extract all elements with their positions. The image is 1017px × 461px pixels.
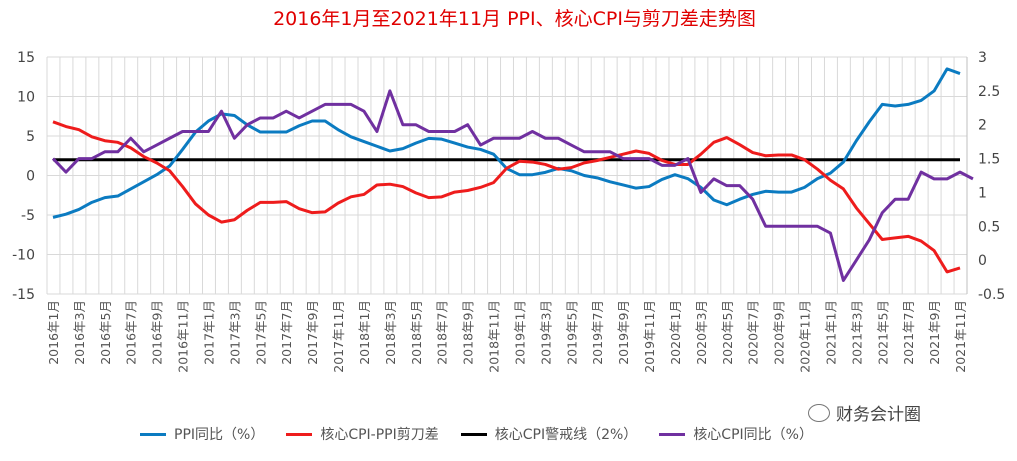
legend-swatch — [659, 432, 686, 436]
y-right-tick-label: 1 — [978, 185, 987, 201]
legend-item: 核心CPI-PPI剪刀差 — [286, 424, 439, 444]
series-line-1 — [52, 120, 961, 274]
y-left-tick-label: 0 — [26, 169, 35, 185]
y-left-tick-label: 15 — [17, 50, 35, 66]
chart-title: 2016年1月至2021年11月 PPI、核心CPI与剪刀差走势图 — [273, 8, 756, 30]
legend-swatch — [140, 432, 166, 436]
watermark-text: 财务会计圈 — [836, 405, 921, 425]
x-tick-label: 2021年3月 — [849, 300, 864, 365]
x-tick-label: 2020年5月 — [720, 300, 735, 365]
x-tick-label: 2020年1月 — [668, 300, 683, 365]
wechat-icon — [808, 403, 830, 422]
x-tick-label: 2018年9月 — [461, 300, 476, 365]
x-tick-label: 2019年1月 — [512, 300, 527, 365]
x-tick-label: 2017年1月 — [201, 300, 216, 365]
y-left-tick-label: 5 — [26, 129, 35, 145]
series-line-3 — [51, 89, 974, 282]
legend-item: 核心CPI警戒线（2%） — [460, 424, 638, 444]
x-tick-label: 2016年7月 — [124, 300, 139, 365]
legend-label: 核心CPI-PPI剪刀差 — [320, 427, 439, 443]
y-left-tick-label: 10 — [17, 90, 35, 106]
x-tick-label: 2017年5月 — [253, 300, 268, 365]
watermark: 财务会计圈 — [808, 400, 921, 425]
x-tick-label: 2019年5月 — [564, 300, 579, 365]
x-tick-label: 2016年11月 — [176, 300, 191, 373]
x-tick-label: 2021年11月 — [953, 300, 968, 373]
y-left-tick-label: -5 — [21, 208, 35, 224]
y-right-tick-label: 1.5 — [978, 152, 1000, 168]
legend: PPI同比（%） 核心CPI-PPI剪刀差 核心CPI警戒线（2%） 核心CPI同比（… — [140, 424, 813, 444]
legend-item: PPI同比（%） — [140, 424, 264, 444]
x-tick-label: 2017年7月 — [279, 300, 294, 365]
x-tick-label: 2018年11月 — [487, 300, 502, 373]
x-tick-label: 2018年1月 — [357, 300, 372, 365]
x-tick-label: 2021年1月 — [823, 300, 838, 365]
legend-swatch — [460, 432, 487, 436]
x-tick-label: 2016年5月 — [98, 300, 113, 365]
legend-label: 核心CPI同比（%） — [693, 427, 813, 443]
legend-item: 核心CPI同比（%） — [659, 424, 813, 444]
x-tick-label: 2021年9月 — [927, 300, 942, 365]
x-tick-label: 2018年5月 — [409, 300, 424, 365]
x-tick-label: 2019年11月 — [642, 300, 657, 373]
y-right-tick-label: -0.5 — [978, 287, 1005, 303]
x-tick-label: 2017年9月 — [305, 300, 320, 365]
legend-label: 核心CPI警戒线（2%） — [494, 427, 638, 443]
y-right-tick-label: 0 — [978, 253, 987, 269]
legend-label: PPI同比（%） — [174, 427, 265, 443]
y-left-tick-label: -10 — [12, 248, 35, 264]
x-tick-label: 2018年7月 — [435, 300, 450, 365]
y-left-tick-label: -15 — [12, 287, 35, 303]
x-tick-label: 2018年3月 — [383, 300, 398, 365]
x-tick-label: 2020年3月 — [694, 300, 709, 365]
y-right-tick-label: 2 — [978, 118, 987, 134]
x-tick-label: 2020年11月 — [798, 300, 813, 373]
x-tick-label: 2016年9月 — [150, 300, 165, 365]
x-tick-label: 2021年5月 — [875, 300, 890, 365]
x-tick-label: 2019年3月 — [538, 300, 553, 365]
x-tick-label: 2021年7月 — [901, 300, 916, 365]
x-tick-label: 2020年7月 — [746, 300, 761, 365]
y-right-tick-label: 0.5 — [978, 219, 1000, 235]
x-tick-label: 2020年9月 — [772, 300, 787, 365]
x-tick-label: 2017年3月 — [227, 300, 242, 365]
x-tick-label: 2019年7月 — [590, 300, 605, 365]
x-tick-label: 2019年9月 — [616, 300, 631, 365]
x-tick-label: 2016年1月 — [46, 300, 61, 365]
legend-swatch — [286, 432, 313, 436]
x-tick-label: 2016年3月 — [72, 300, 87, 365]
y-right-tick-label: 3 — [978, 50, 987, 66]
y-right-tick-label: 2.5 — [978, 84, 1000, 100]
x-tick-label: 2017年11月 — [331, 300, 346, 373]
